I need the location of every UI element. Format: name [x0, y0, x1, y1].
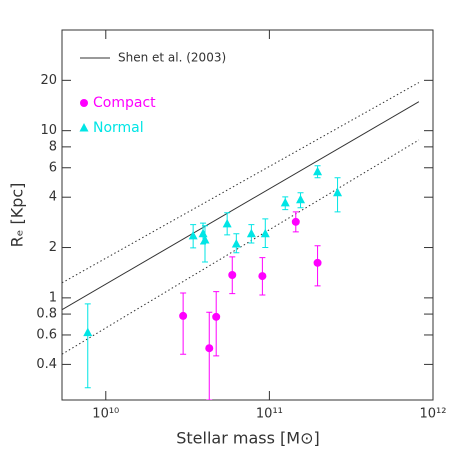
x-axis-label: Stellar mass [M⊙] [176, 429, 319, 448]
point [222, 218, 232, 228]
point [231, 238, 241, 248]
error-bar [180, 292, 187, 355]
x-tick-label: 10¹¹ [256, 407, 283, 422]
point [246, 228, 256, 238]
y-tick-label: 20 [40, 73, 57, 88]
legend-label: Shen et al. (2003) [118, 51, 226, 65]
y-tick-label: 4 [49, 190, 57, 205]
point [205, 344, 214, 353]
point [296, 194, 306, 204]
point [258, 272, 267, 281]
error-bar [213, 291, 220, 357]
legend-marker [79, 123, 89, 132]
y-tick-label: 10 [40, 123, 57, 138]
y-tick-label: 0.4 [36, 357, 57, 372]
reference-line [62, 101, 420, 311]
legend-label: Normal [93, 120, 144, 136]
error-bar [201, 225, 208, 263]
point [228, 271, 237, 280]
point [188, 230, 198, 240]
point [313, 166, 323, 176]
y-tick-label: 8 [49, 139, 57, 154]
legend-marker [80, 99, 88, 107]
legend-label: Compact [93, 95, 156, 111]
point [200, 234, 210, 244]
y-axis-label: Rₑ [Kpc] [8, 183, 27, 248]
y-tick-label: 0.8 [36, 307, 57, 322]
point [333, 187, 343, 197]
y-tick-label: 1 [49, 290, 57, 305]
point [280, 197, 290, 207]
point [260, 228, 270, 238]
point [179, 311, 188, 320]
point [212, 312, 221, 321]
plot-frame [61, 29, 434, 401]
point [83, 327, 93, 337]
point [313, 258, 322, 267]
point [291, 217, 300, 226]
x-tick-label: 10¹⁰ [92, 407, 119, 422]
point [198, 228, 208, 238]
y-tick-label: 0.6 [36, 327, 57, 342]
reference-line [62, 82, 420, 284]
error-bar [206, 311, 213, 400]
y-tick-label: 2 [49, 240, 57, 255]
y-tick-label: 6 [49, 160, 57, 175]
x-tick-label: 10¹² [420, 407, 447, 422]
error-bar [84, 303, 91, 389]
